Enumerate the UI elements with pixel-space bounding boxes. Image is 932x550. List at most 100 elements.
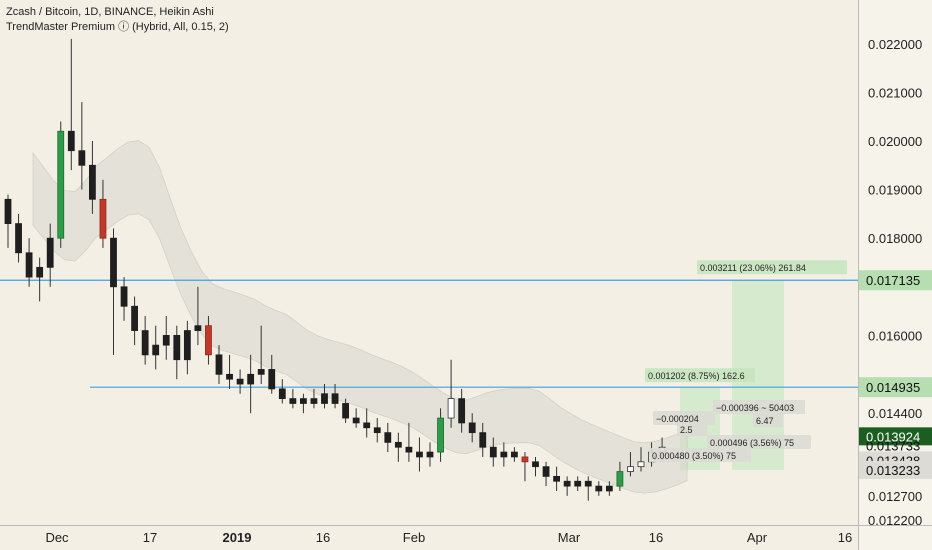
candle <box>141 315 149 365</box>
candle-body <box>500 451 508 458</box>
candle <box>384 422 392 453</box>
level-price-label-2: 0.014935 <box>866 380 920 395</box>
candle <box>321 384 328 409</box>
annotations: 0.003211 (23.06%) 261.84 0.001202 (8.75%)… <box>645 260 847 462</box>
candle-body <box>342 403 350 419</box>
annotation-box <box>753 413 783 427</box>
candle <box>373 418 381 443</box>
candle-body <box>310 398 318 404</box>
price-label: 0.013233 <box>866 463 920 478</box>
price-tick-label: 0.022000 <box>868 37 922 52</box>
level-price-box-1 <box>859 270 932 291</box>
candle-body <box>15 223 22 254</box>
candle-body <box>595 485 603 492</box>
candle-body <box>25 252 33 278</box>
candle-body <box>437 417 444 453</box>
candle <box>563 476 571 496</box>
candle <box>226 354 233 389</box>
candle-body <box>236 378 244 385</box>
candle <box>236 369 244 394</box>
candle-body <box>373 427 381 434</box>
time-tick-label: 16 <box>649 530 663 545</box>
chart-header: Zcash / Bitcoin, 1D, BINANCE, Heikin Ash… <box>6 5 229 35</box>
candle <box>363 408 371 438</box>
candle <box>268 354 276 394</box>
candle <box>542 461 550 487</box>
candle-body <box>405 446 413 453</box>
candle <box>437 408 444 462</box>
candle-body <box>394 441 402 448</box>
candle-body <box>67 130 75 152</box>
time-tick-label: 16 <box>316 530 330 545</box>
candle <box>194 286 202 346</box>
annotation-label: 0.003211 (23.06%) 261.84 <box>700 263 806 273</box>
annotation-label: 0.000496 (3.56%) 75 <box>710 438 794 448</box>
candle-body <box>584 480 592 487</box>
candle-body <box>120 286 128 307</box>
candle <box>553 466 560 491</box>
candle-body <box>89 164 96 200</box>
candle <box>215 345 223 385</box>
candle-body <box>257 369 265 375</box>
candle-body <box>479 432 487 448</box>
candle-body <box>510 451 518 458</box>
candle <box>595 481 603 496</box>
candle <box>131 296 139 346</box>
annotation-label: −0.000204 <box>656 414 699 424</box>
candle <box>99 179 107 248</box>
chart-title: Zcash / Bitcoin, 1D, BINANCE, Heikin Ash… <box>6 6 214 18</box>
candle <box>405 422 413 462</box>
annotation-box <box>653 411 715 425</box>
price-tick-label: 0.014400 <box>868 406 922 421</box>
candle <box>500 442 508 467</box>
candle-body <box>46 237 54 268</box>
current-price-label: 0.013924 <box>866 429 920 444</box>
candles <box>4 38 666 501</box>
candle-body <box>141 330 149 356</box>
price-tick-label: 0.019000 <box>868 183 922 198</box>
candle <box>110 228 117 355</box>
candle-body <box>521 456 529 463</box>
candle <box>162 315 170 360</box>
candle <box>532 456 539 477</box>
candle <box>89 140 96 214</box>
candle <box>352 408 360 428</box>
candle-body <box>416 451 423 458</box>
candle-body <box>4 198 12 225</box>
candle-body <box>426 451 434 458</box>
candle <box>278 379 286 404</box>
candle-body <box>616 471 624 487</box>
candle-body <box>110 237 117 288</box>
candle-body <box>299 398 307 404</box>
annotation-box <box>713 400 805 414</box>
candle-body <box>468 422 476 434</box>
price-tick-label: 0.016000 <box>868 328 922 343</box>
candle-body <box>563 480 571 487</box>
candle <box>458 388 466 433</box>
time-tick-label: Mar <box>558 530 581 545</box>
candle-body <box>489 446 497 458</box>
candle <box>152 325 160 370</box>
indicator-legend[interactable]: TrendMaster Premium ⓘ (Hybrid, All, 0.15… <box>6 21 229 33</box>
time-tick-label: 2019 <box>223 530 252 545</box>
annotation-box <box>645 368 755 383</box>
candle <box>67 38 75 171</box>
candle-body <box>532 461 539 468</box>
candle <box>183 320 191 375</box>
candle <box>4 194 12 248</box>
level-price-label-1: 0.017135 <box>866 273 920 288</box>
candle-body <box>205 325 212 356</box>
candle-body <box>194 325 202 331</box>
candle-body <box>278 388 286 400</box>
candle-body <box>331 393 339 404</box>
time-tick-label: Feb <box>403 530 425 545</box>
candle <box>426 442 434 467</box>
candle <box>173 325 181 380</box>
candle <box>510 447 518 462</box>
candle <box>605 481 613 496</box>
candle-body <box>363 422 371 429</box>
annotation-box <box>697 260 847 275</box>
candle-body <box>226 373 233 380</box>
